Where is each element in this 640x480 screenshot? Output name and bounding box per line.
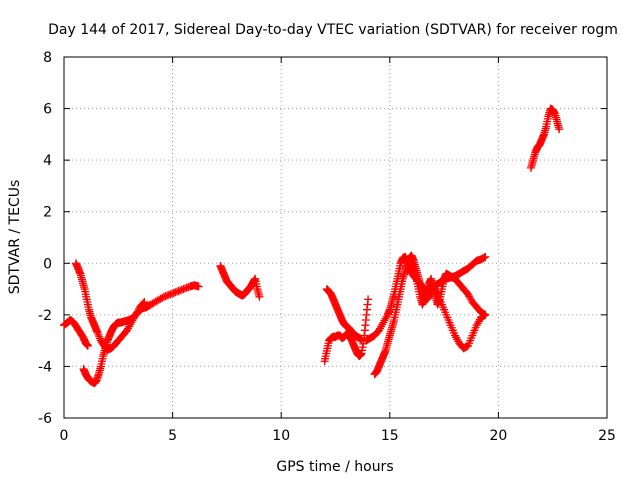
series-arc-1 xyxy=(60,316,92,350)
y-axis-label: SDTVAR / TECUs xyxy=(7,180,23,295)
chart-title: Day 144 of 2017, Sidereal Day-to-day VTE… xyxy=(48,22,618,38)
x-tick-label-4: 20 xyxy=(489,428,507,444)
x-tick-label-0: 0 xyxy=(60,428,69,444)
series-arc-4 xyxy=(216,261,264,301)
series-arc-5 xyxy=(320,295,373,366)
data-point xyxy=(555,125,564,134)
y-tick-label-6: 6 xyxy=(43,102,52,118)
x-axis-label: GPS time / hours xyxy=(276,459,393,475)
x-tick-label-1: 5 xyxy=(168,428,177,444)
data-point xyxy=(364,295,373,304)
data-point xyxy=(95,332,104,341)
x-tick-label-5: 25 xyxy=(598,428,616,444)
y-tick-label-4: 2 xyxy=(43,205,52,221)
y-tick-label-5: 4 xyxy=(43,153,52,169)
y-tick-label-0: -6 xyxy=(38,411,52,427)
series-arc-9 xyxy=(403,259,490,319)
data-point xyxy=(83,341,92,350)
grid-lines xyxy=(64,57,607,418)
x-tick-label-2: 10 xyxy=(272,428,290,444)
y-tick-label-7: 8 xyxy=(43,50,52,66)
data-point xyxy=(481,310,490,319)
axes: 0 5 10 15 20 25 -6 -4 -2 0 2 4 6 8 xyxy=(38,50,616,444)
data-markers xyxy=(60,104,564,388)
x-tick-label-3: 15 xyxy=(381,428,399,444)
series-arc-6 xyxy=(322,285,366,344)
data-point xyxy=(93,328,102,337)
y-tick-label-1: -4 xyxy=(38,359,52,375)
data-point xyxy=(481,252,490,261)
y-tick-label-3: 0 xyxy=(43,256,52,272)
y-tick-label-2: -2 xyxy=(38,308,52,324)
data-point xyxy=(194,282,203,291)
series-arc-3 xyxy=(79,281,203,388)
plot-frame xyxy=(63,56,608,419)
series-arc-10 xyxy=(526,104,564,172)
data-point xyxy=(255,292,264,301)
data-point xyxy=(94,330,103,339)
